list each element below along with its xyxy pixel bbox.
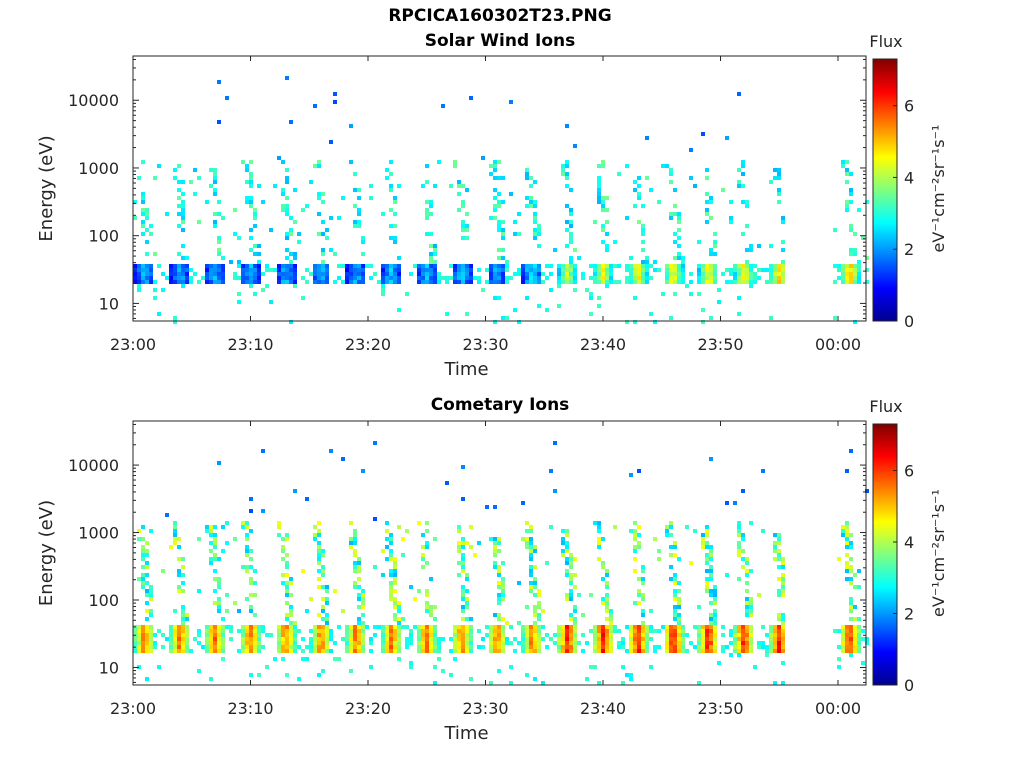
panel-title-cometary: Cometary Ions (430, 395, 570, 415)
heatmap-cells (133, 76, 869, 324)
y-tick-label: 10 (99, 658, 119, 677)
x-tick-label: 23:10 (227, 699, 273, 718)
y-tick-label: 10 (99, 294, 119, 313)
colorbar: 0 2 4 6 Flux eV⁻¹cm⁻²sr⁻¹s⁻¹ (869, 397, 948, 695)
x-tick-label: 23:30 (462, 699, 508, 718)
colorbar-tick-label: 4 (904, 168, 914, 187)
colorbar-tick-label: 6 (904, 97, 914, 116)
x-tick-label: 23:40 (580, 699, 626, 718)
colorbar-gradient (872, 58, 898, 322)
colorbar-title: Flux (869, 32, 902, 51)
x-tick-label: 23:40 (580, 335, 626, 354)
x-tick-label: 23:00 (110, 335, 156, 354)
figure-title: RPCICA160302T23.PNG (388, 6, 612, 26)
panel-title-solar-wind: Solar Wind Ions (424, 31, 576, 51)
x-tick-label: 23:20 (345, 335, 391, 354)
y-tick-label: 1000 (78, 159, 119, 178)
colorbar-tick-label: 2 (904, 240, 914, 259)
colorbar-tick-label: 2 (904, 604, 914, 623)
y-tick-label: 10000 (68, 91, 119, 110)
x-tick-label: 23:50 (697, 699, 743, 718)
y-axis-label: Energy (eV) (36, 135, 57, 241)
y-tick-label: 10000 (68, 456, 119, 475)
x-tick-label: 00:00 (815, 699, 861, 718)
y-tick-label: 100 (88, 591, 119, 610)
x-tick-label: 23:50 (697, 335, 743, 354)
colorbar-tick-label: 0 (904, 312, 914, 331)
colorbar-unit-label: eV⁻¹cm⁻²sr⁻¹s⁻¹ (929, 125, 948, 253)
colorbar-unit-label: eV⁻¹cm⁻²sr⁻¹s⁻¹ (929, 489, 948, 617)
x-tick-label: 00:00 (815, 335, 861, 354)
spectrogram-panel-2: 23:00 23:10 23:20 23:30 23:40 23:50 00:00 10 100… (36, 397, 948, 744)
x-tick-label: 23:00 (110, 699, 156, 718)
x-tick-label: 23:30 (462, 335, 508, 354)
y-tick-label: 100 (88, 227, 119, 246)
y-axis-label: Energy (eV) (36, 500, 57, 606)
x-tick-label: 23:10 (227, 335, 273, 354)
x-tick-label: 23:20 (345, 699, 391, 718)
x-axis-label: Time (443, 723, 488, 744)
colorbar-gradient (872, 423, 898, 686)
colorbar-title: Flux (869, 397, 902, 416)
y-tick-label: 1000 (78, 524, 119, 543)
colorbar-tick-label: 4 (904, 533, 914, 552)
colorbar-tick-label: 6 (904, 461, 914, 480)
colorbar: 0 2 4 6 Flux eV⁻¹cm⁻²sr⁻¹s⁻¹ (869, 32, 948, 331)
heatmap-cells (133, 441, 869, 685)
x-axis-label: Time (443, 359, 488, 380)
colorbar-tick-label: 0 (904, 676, 914, 695)
spectrogram-panel-1: 23:00 23:10 23:20 23:30 23:40 23:50 00:00 10 100… (36, 32, 948, 380)
